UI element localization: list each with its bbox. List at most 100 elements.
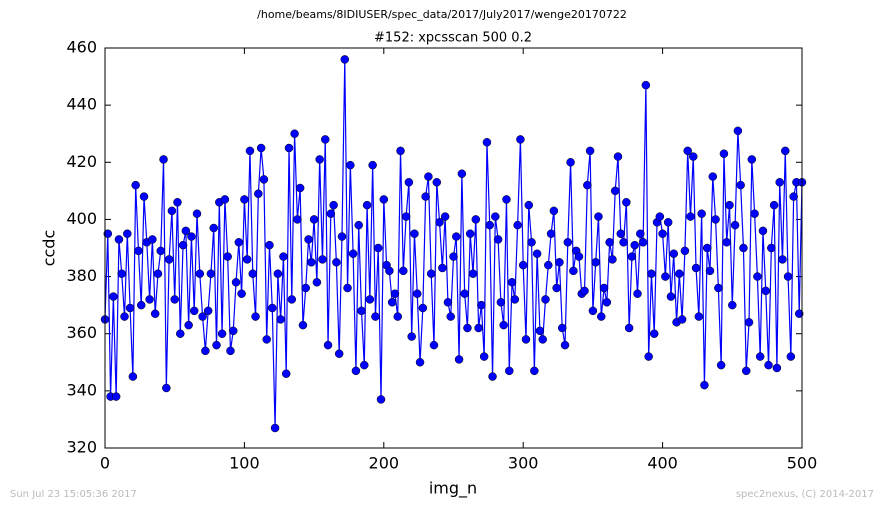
data-point — [265, 240, 274, 250]
data-point — [120, 312, 129, 321]
data-point — [365, 295, 375, 304]
data-point — [111, 392, 121, 401]
data-point — [184, 320, 193, 330]
data-point — [619, 238, 628, 247]
data-point — [109, 292, 118, 301]
data-point — [463, 323, 472, 333]
data-point — [597, 312, 606, 321]
data-point — [769, 200, 779, 210]
data-point — [669, 249, 679, 258]
data-point — [273, 269, 283, 278]
data-point — [231, 278, 241, 287]
data-point — [555, 258, 564, 267]
data-point — [206, 269, 216, 278]
data-point — [240, 195, 249, 204]
y-tick-label: 400 — [66, 209, 97, 228]
x-tick-label: 0 — [100, 454, 110, 473]
data-point — [287, 295, 297, 304]
data-point — [262, 335, 271, 344]
data-point — [527, 238, 536, 247]
data-point — [496, 298, 506, 307]
data-point — [689, 152, 698, 161]
data-point — [778, 255, 787, 264]
data-point — [714, 283, 723, 293]
data-point — [438, 263, 447, 273]
data-point — [254, 189, 263, 198]
data-point — [624, 323, 634, 333]
data-point — [373, 243, 383, 253]
x-tick-label: 300 — [508, 454, 539, 473]
y-tick-label: 320 — [66, 438, 97, 457]
data-point — [153, 269, 163, 278]
data-point — [187, 232, 196, 241]
data-point — [234, 238, 244, 247]
data-point — [477, 300, 486, 310]
data-point — [368, 160, 377, 170]
data-point — [145, 295, 154, 304]
data-point — [747, 155, 757, 164]
data-point — [424, 172, 433, 181]
data-point — [711, 215, 720, 224]
data-point — [468, 269, 478, 278]
data-point — [708, 172, 718, 181]
data-point — [505, 366, 514, 376]
data-point — [479, 352, 489, 361]
data-point — [471, 215, 481, 224]
data-point — [418, 303, 428, 313]
data-point — [725, 200, 734, 210]
data-point — [599, 283, 609, 293]
data-point — [680, 246, 690, 256]
data-point — [192, 209, 202, 218]
data-point — [117, 269, 126, 278]
data-point — [446, 312, 455, 321]
data-point — [677, 315, 687, 324]
data-point — [173, 198, 182, 207]
data-point — [237, 289, 246, 298]
data-point — [220, 195, 230, 204]
data-point — [181, 226, 191, 236]
data-point — [783, 272, 793, 281]
data-point — [348, 249, 358, 258]
data-point — [203, 306, 213, 316]
data-point — [351, 366, 361, 376]
x-tick-label: 500 — [787, 454, 818, 473]
data-point — [167, 206, 177, 216]
data-point — [574, 252, 584, 261]
data-point — [541, 295, 550, 304]
data-point — [641, 80, 651, 90]
x-tick-label: 100 — [229, 454, 260, 473]
x-tick-label: 200 — [369, 454, 400, 473]
data-point — [633, 289, 642, 298]
data-point — [357, 306, 366, 316]
data-point — [449, 252, 458, 261]
data-point — [435, 218, 444, 227]
data-point — [510, 295, 520, 304]
data-point — [421, 192, 430, 201]
data-point — [346, 160, 355, 170]
data-point — [321, 135, 330, 144]
data-point — [781, 146, 790, 156]
data-point — [549, 206, 559, 216]
data-point — [290, 129, 299, 138]
data-point — [360, 360, 369, 370]
data-point — [702, 243, 712, 253]
y-tick-label: 420 — [66, 152, 97, 171]
data-point — [457, 169, 467, 178]
data-point — [513, 220, 522, 230]
data-point — [569, 266, 578, 276]
data-point — [304, 235, 313, 244]
data-point — [251, 312, 260, 321]
data-point — [719, 149, 729, 158]
y-axis-label: ccdc — [40, 230, 59, 267]
data-point — [131, 180, 140, 190]
data-point — [722, 238, 731, 247]
data-point — [493, 235, 503, 244]
data-point — [440, 212, 450, 221]
data-point — [189, 306, 199, 316]
data-point — [728, 300, 737, 310]
data-point — [499, 320, 508, 330]
data-point — [134, 246, 143, 256]
data-point — [686, 212, 695, 221]
data-point — [432, 178, 442, 187]
data-point — [591, 258, 600, 267]
